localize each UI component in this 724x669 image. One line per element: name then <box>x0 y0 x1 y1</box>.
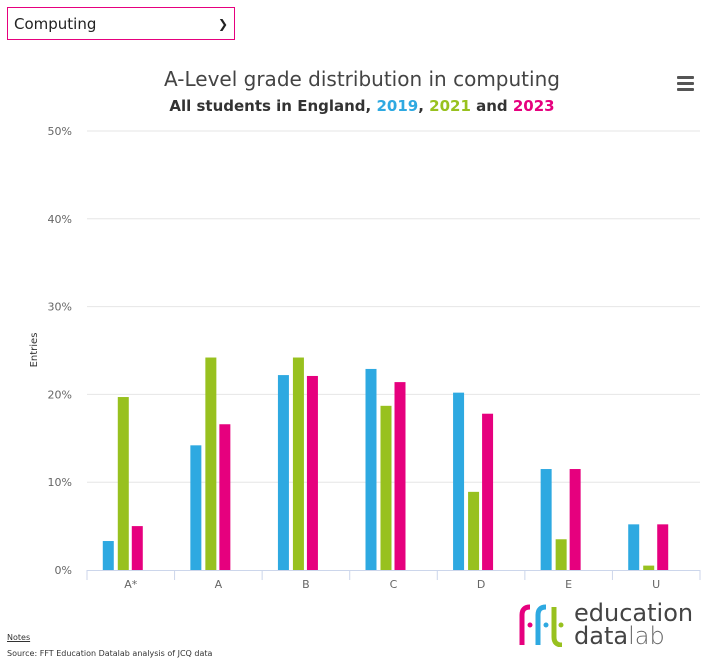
bar-2023-D <box>482 413 494 570</box>
bar-2021-D <box>468 491 480 570</box>
bar-2019-D <box>453 392 465 570</box>
bar-2021-A* <box>117 397 129 570</box>
bar-2021-C <box>380 405 392 570</box>
bar-2019-C <box>365 368 377 570</box>
y-tick-label: 50% <box>48 125 72 138</box>
bar-2023-U <box>657 524 669 570</box>
source-text: Source: FFT Education Datalab analysis o… <box>7 649 213 658</box>
x-tick-label: A <box>215 578 223 591</box>
subject-select[interactable]: Computing ❯ <box>7 7 235 40</box>
bar-2019-A* <box>102 541 114 570</box>
bar-2023-E <box>569 469 581 570</box>
fft-logo: education datalab <box>516 601 693 648</box>
chart-subtitle: All students in England, 2019, 2021 and … <box>169 97 555 115</box>
x-tick-label: A* <box>124 578 138 591</box>
y-tick-label: 0% <box>55 564 72 577</box>
hamburger-menu-icon[interactable] <box>677 76 694 94</box>
bar-2023-C <box>394 382 406 570</box>
y-tick-label: 40% <box>48 213 72 226</box>
x-tick-label: E <box>565 578 572 591</box>
bar-2019-E <box>540 469 552 570</box>
bar-2023-A <box>219 424 231 570</box>
bar-2021-E <box>555 539 567 570</box>
x-tick-label: U <box>652 578 660 591</box>
bar-2021-U <box>643 565 655 570</box>
y-tick-label: 30% <box>48 301 72 314</box>
bar-2019-B <box>277 375 289 570</box>
x-tick-label: B <box>302 578 310 591</box>
notes-link[interactable]: Notes <box>7 633 31 642</box>
y-tick-label: 10% <box>48 476 72 489</box>
chevron-down-icon: ❯ <box>217 16 228 31</box>
bar-2019-A <box>190 445 202 570</box>
chart-title: A-Level grade distribution in computing <box>164 67 560 91</box>
bar-2023-A* <box>131 526 143 570</box>
x-tick-label: D <box>477 578 485 591</box>
x-tick-label: C <box>390 578 398 591</box>
subject-select-value: Computing <box>14 14 97 33</box>
bar-2023-B <box>306 375 318 570</box>
bar-2021-B <box>292 357 304 570</box>
bar-2021-A <box>205 357 217 570</box>
fft-logo-mark <box>519 604 564 647</box>
y-axis-title: Entries <box>29 333 40 368</box>
bar-2019-U <box>628 524 640 570</box>
y-tick-label: 20% <box>48 388 72 401</box>
